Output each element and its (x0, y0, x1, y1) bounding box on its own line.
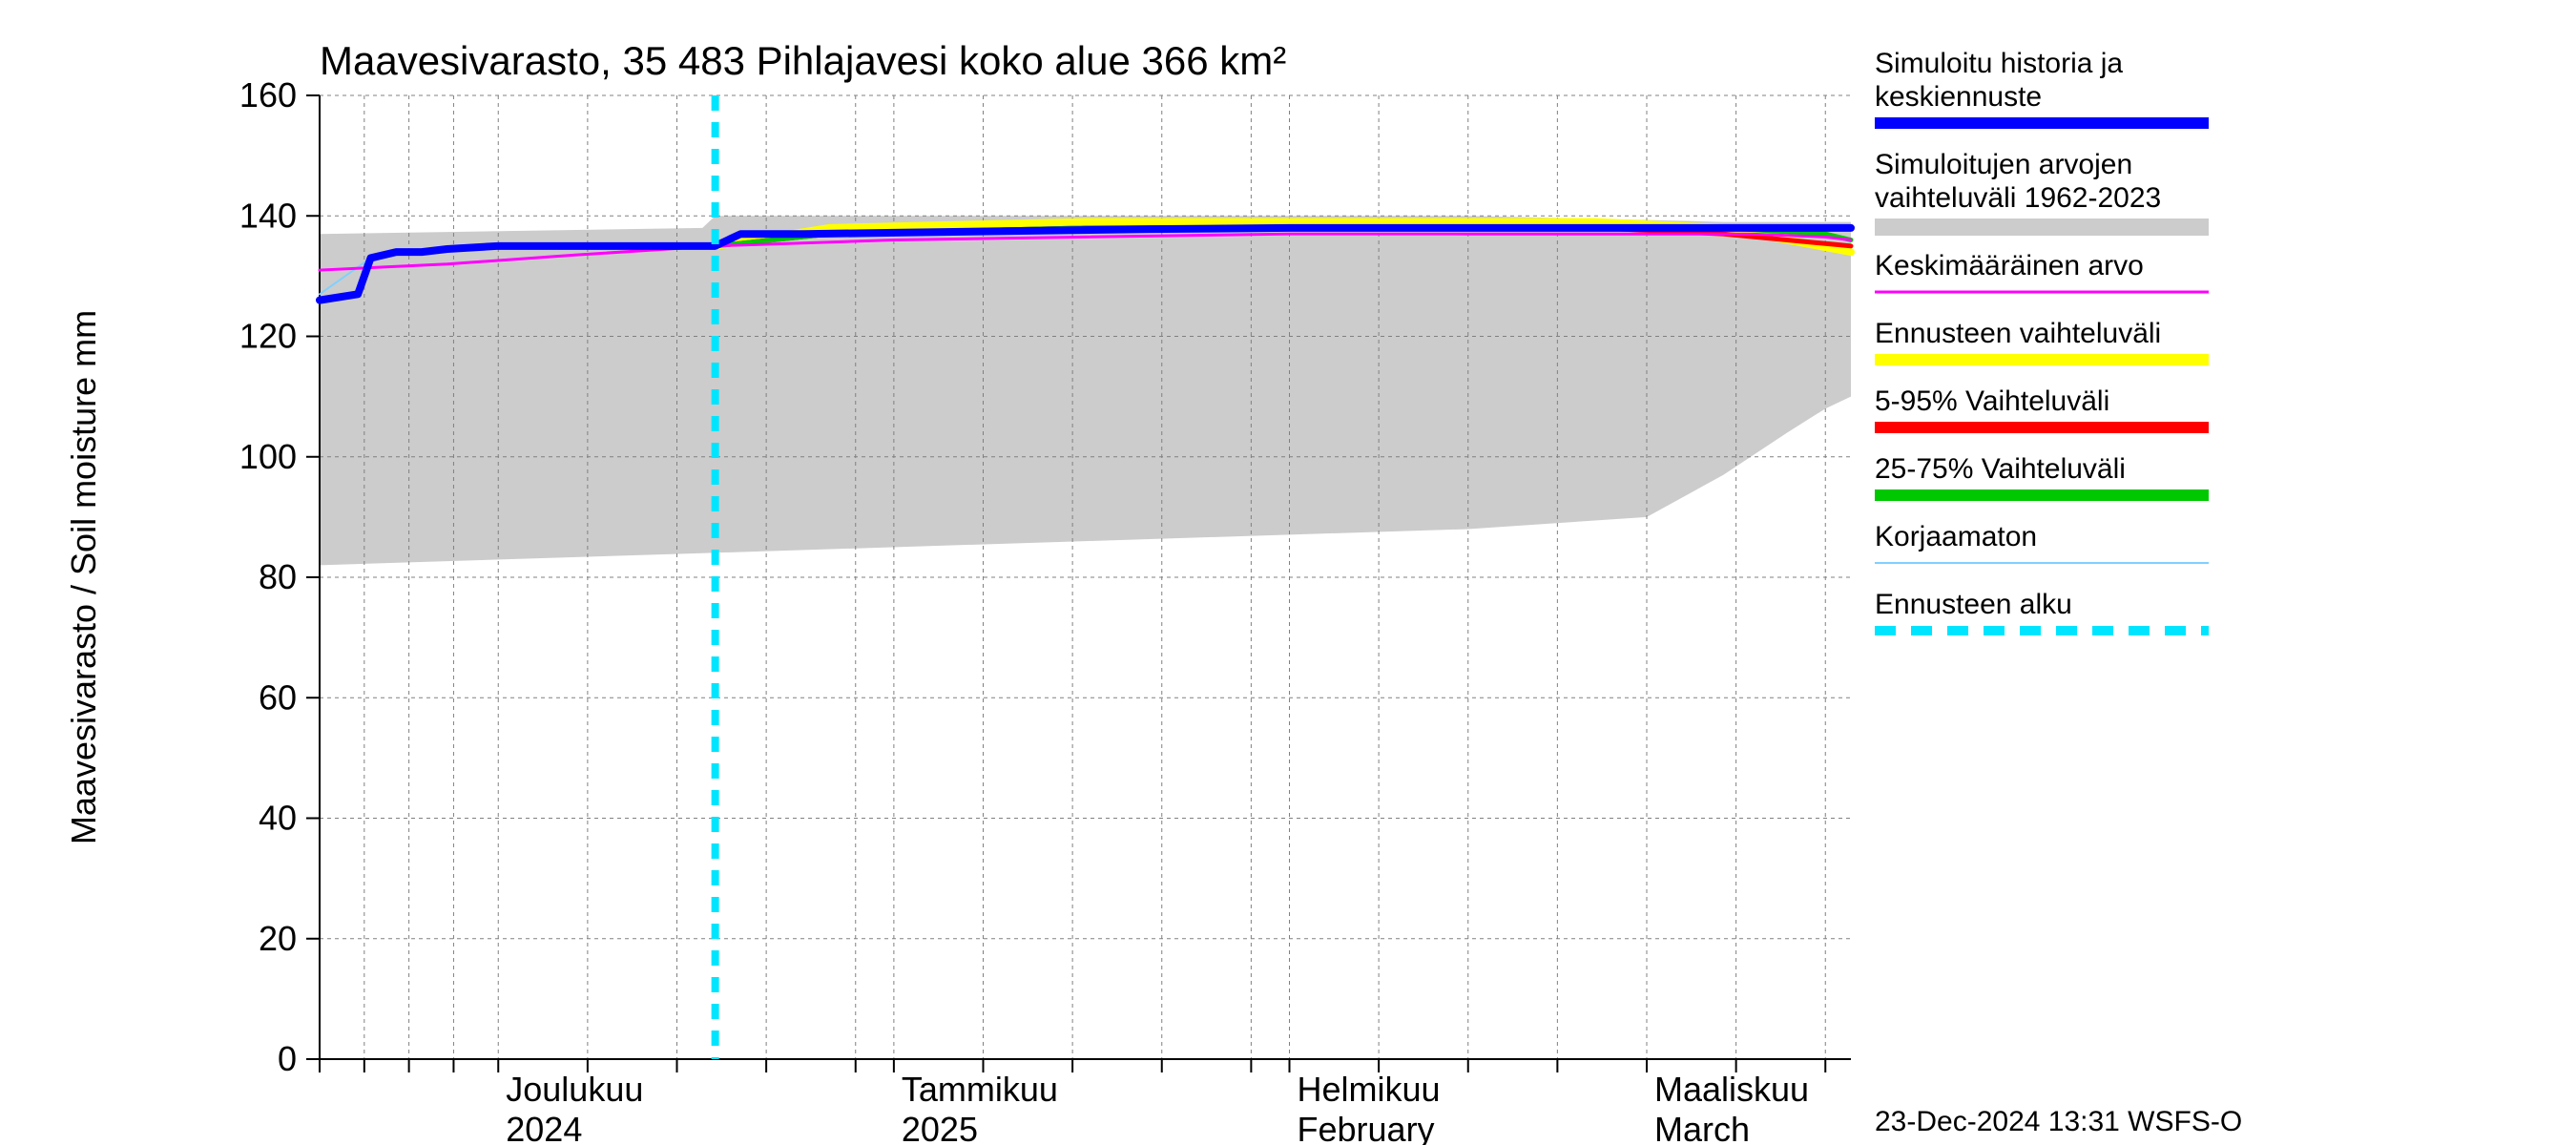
y-tick-label: 0 (278, 1039, 297, 1078)
chart-title: Maavesivarasto, 35 483 Pihlajavesi koko … (320, 38, 1286, 83)
legend-label: 25-75% Vaihteluväli (1875, 453, 2126, 485)
x-month-label: Maaliskuu (1654, 1070, 1809, 1109)
x-month-label: Helmikuu (1298, 1070, 1441, 1109)
y-tick-label: 140 (239, 196, 297, 235)
legend-label: 5-95% Vaihteluväli (1875, 385, 2109, 417)
legend-label: Keskimääräinen arvo (1875, 250, 2144, 281)
y-tick-label: 20 (259, 919, 297, 958)
x-month-label: Tammikuu (902, 1070, 1058, 1109)
legend-label: Simuloitu historia ja (1875, 48, 2123, 79)
legend-label: vaihteluväli 1962-2023 (1875, 182, 2161, 214)
x-month-sublabel: 2025 (902, 1110, 978, 1145)
y-tick-label: 100 (239, 437, 297, 476)
y-tick-label: 40 (259, 799, 297, 838)
x-month-sublabel: February (1298, 1110, 1435, 1145)
chart-container: 0 20 40 60 80 100 120 140 160 Joulukuu2024 Tammiku… (0, 0, 2576, 1145)
legend-swatch (1875, 219, 2209, 236)
legend-label: Simuloitujen arvojen (1875, 149, 2132, 180)
y-tick-label: 120 (239, 317, 297, 356)
legend-label: keskiennuste (1875, 81, 2042, 113)
historical-range-band (320, 216, 1851, 565)
y-tick-label: 80 (259, 557, 297, 596)
legend-label: Ennusteen alku (1875, 589, 2072, 620)
x-month-label: Joulukuu (506, 1070, 643, 1109)
y-tick-label: 160 (239, 75, 297, 114)
x-month-sublabel: 2024 (506, 1110, 582, 1145)
soil-moisture-chart: 0 20 40 60 80 100 120 140 160 Joulukuu2024 Tammiku… (0, 0, 2576, 1145)
y-tick-label: 60 (259, 677, 297, 717)
x-month-sublabel: March (1654, 1110, 1750, 1145)
legend-label: Ennusteen vaihteluväli (1875, 318, 2161, 349)
chart-footer-timestamp: 23-Dec-2024 13:31 WSFS-O (1875, 1106, 2242, 1137)
legend-label: Korjaamaton (1875, 521, 2037, 552)
y-axis-label: Maavesivarasto / Soil moisture mm (64, 310, 103, 844)
